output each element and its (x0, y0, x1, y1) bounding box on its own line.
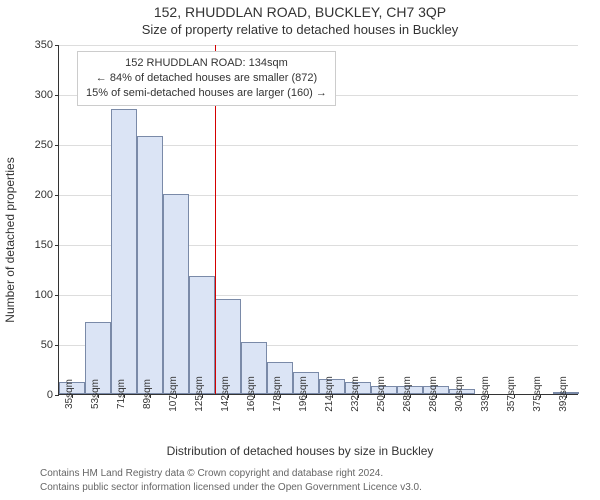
xtick-label: 393sqm (552, 376, 569, 412)
gridline (59, 45, 578, 46)
xtick-label: 160sqm (240, 376, 257, 412)
footer: Contains HM Land Registry data © Crown c… (40, 467, 422, 494)
xtick-label: 304sqm (448, 376, 465, 412)
xtick-label: 89sqm (136, 379, 153, 409)
xtick-label: 250sqm (370, 376, 387, 412)
plot-area: 152 RHUDDLAN ROAD: 134sqm ← 84% of detac… (58, 45, 578, 395)
footer-line-2: Contains public sector information licen… (40, 481, 422, 495)
x-axis-label: Distribution of detached houses by size … (0, 444, 600, 458)
xtick-label: 375sqm (526, 376, 543, 412)
xtick-label: 286sqm (422, 376, 439, 412)
xtick-label: 196sqm (292, 376, 309, 412)
footer-line-1: Contains HM Land Registry data © Crown c… (40, 467, 422, 481)
xtick-label: 339sqm (474, 376, 491, 412)
xtick-label: 357sqm (500, 376, 517, 412)
histogram-bar (137, 136, 162, 394)
xtick-label: 35sqm (58, 379, 75, 409)
annotation-line-3: 15% of semi-detached houses are larger (… (86, 86, 327, 101)
histogram-bar (111, 109, 136, 394)
ytick-label: 150 (35, 239, 59, 251)
xtick-label: 142sqm (214, 376, 231, 412)
ytick-label: 100 (35, 289, 59, 301)
ytick-label: 350 (35, 39, 59, 51)
xtick-label: 125sqm (188, 376, 205, 412)
xtick-label: 232sqm (344, 376, 361, 412)
histogram-bar (163, 194, 188, 394)
ytick-label: 50 (41, 339, 59, 351)
xtick-label: 107sqm (162, 376, 179, 412)
annotation-line-2: ← 84% of detached houses are smaller (87… (86, 71, 327, 86)
xtick-label: 214sqm (318, 376, 335, 412)
annotation-box: 152 RHUDDLAN ROAD: 134sqm ← 84% of detac… (77, 51, 336, 106)
y-axis-label: Number of detached properties (3, 157, 17, 322)
ytick-label: 300 (35, 89, 59, 101)
xtick-label: 268sqm (396, 376, 413, 412)
annotation-line-1: 152 RHUDDLAN ROAD: 134sqm (86, 56, 327, 71)
ytick-label: 200 (35, 189, 59, 201)
page-title: 152, RHUDDLAN ROAD, BUCKLEY, CH7 3QP (0, 4, 600, 20)
xtick-label: 53sqm (84, 379, 101, 409)
ytick-label: 250 (35, 139, 59, 151)
page-subtitle: Size of property relative to detached ho… (0, 22, 600, 37)
chart-container: 152, RHUDDLAN ROAD, BUCKLEY, CH7 3QP Siz… (0, 0, 600, 500)
xtick-label: 71sqm (110, 379, 127, 409)
xtick-label: 178sqm (266, 376, 283, 412)
